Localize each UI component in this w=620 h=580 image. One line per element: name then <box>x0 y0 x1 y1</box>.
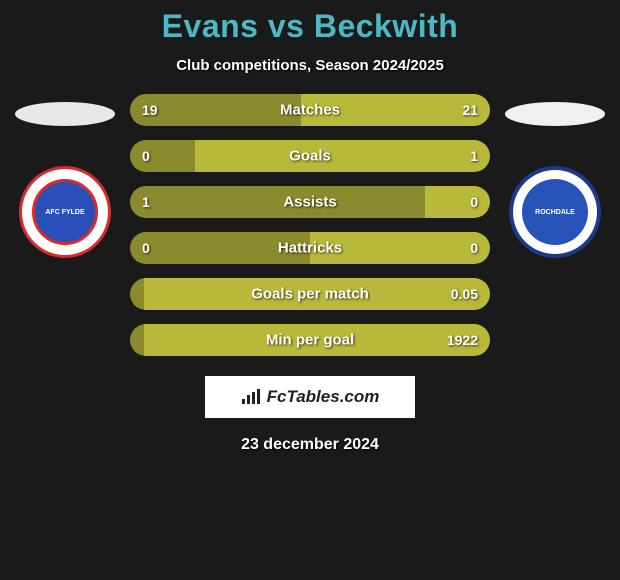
bar-label: Min per goal <box>266 332 354 349</box>
right-club-badge: ROCHDALE <box>509 166 601 258</box>
brand-text: FcTables.com <box>267 387 380 407</box>
left-ellipse <box>15 102 115 126</box>
bar-right-value: 1922 <box>447 332 478 348</box>
bar-right-value: 0.05 <box>451 286 478 302</box>
right-ellipse <box>505 102 605 126</box>
bar-label: Hattricks <box>278 240 342 257</box>
page-title: Evans vs Beckwith <box>0 8 620 45</box>
bar-right-value: 0 <box>470 194 478 210</box>
right-column: ROCHDALE <box>500 94 610 258</box>
stat-bar: Min per goal 1922 <box>130 324 490 356</box>
bar-right-fill <box>425 186 490 218</box>
bar-right-value: 21 <box>462 102 478 118</box>
left-club-badge: AFC FYLDE <box>19 166 111 258</box>
stat-bar: Goals 0 1 <box>130 140 490 172</box>
bar-right-value: 1 <box>470 148 478 164</box>
bar-label: Assists <box>283 194 336 211</box>
stat-bar: Hattricks 0 0 <box>130 232 490 264</box>
bar-left-fill <box>130 186 425 218</box>
bar-left-value: 19 <box>142 102 158 118</box>
bar-left-value: 0 <box>142 148 150 164</box>
stat-bars: Matches1921Goals01Assists10Hattricks00Go… <box>130 94 490 356</box>
stat-bar: Goals per match 0.05 <box>130 278 490 310</box>
stat-bar: Matches 19 21 <box>130 94 490 126</box>
bar-left-value: 1 <box>142 194 150 210</box>
bar-right-fill <box>195 140 490 172</box>
bar-right-value: 0 <box>470 240 478 256</box>
bar-label: Matches <box>280 102 340 119</box>
left-column: AFC FYLDE <box>10 94 120 258</box>
left-badge-label: AFC FYLDE <box>32 179 98 245</box>
stat-bar: Assists 1 0 <box>130 186 490 218</box>
bar-left-fill <box>130 140 195 172</box>
comparison-infographic: Evans vs Beckwith Club competitions, Sea… <box>0 0 620 454</box>
bar-left-value: 0 <box>142 240 150 256</box>
bar-left-fill <box>130 278 144 310</box>
bar-label: Goals <box>289 148 331 165</box>
main-area: AFC FYLDE Matches1921Goals01Assists10Hat… <box>0 94 620 356</box>
bar-label: Goals per match <box>251 286 369 303</box>
subtitle: Club competitions, Season 2024/2025 <box>0 57 620 74</box>
date-text: 23 december 2024 <box>0 436 620 454</box>
brand-logo: FcTables.com <box>205 376 415 418</box>
bar-left-fill <box>130 324 144 356</box>
right-badge-label: ROCHDALE <box>522 179 588 245</box>
chart-icon <box>241 389 261 405</box>
